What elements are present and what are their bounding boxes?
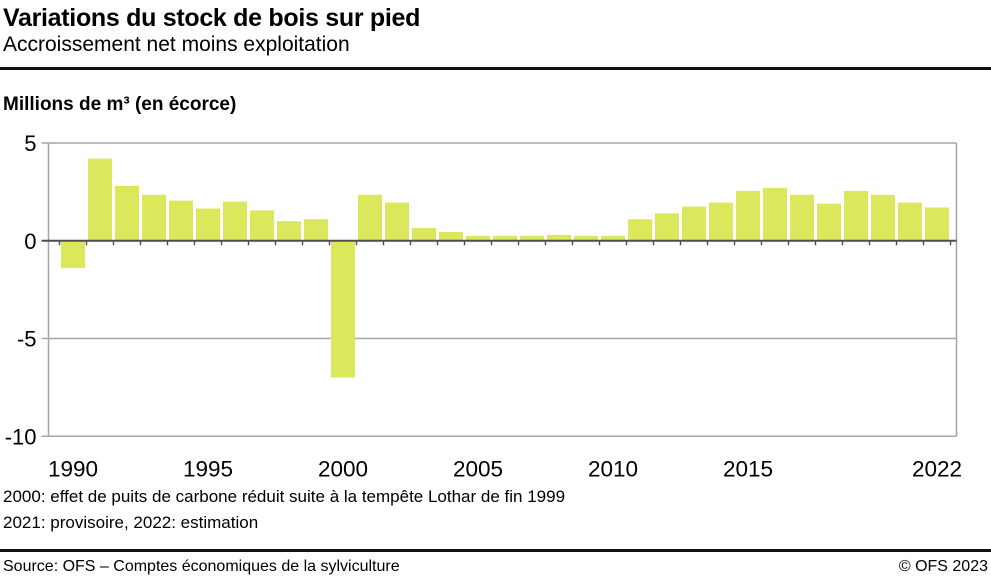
bar-1994 (169, 200, 193, 241)
chart-svg: 5 0 -5 -10 1990 1995 2000 2005 2010 2015 2022 (5, 131, 962, 481)
y-axis-unit-label: Millions de m³ (en écorce) (3, 94, 237, 115)
bar-2003 (412, 228, 436, 241)
bar-1997 (250, 210, 274, 241)
y-tick-label-0: 0 (24, 229, 36, 254)
chart-subtitle: Accroissement net moins exploitation (3, 33, 350, 56)
bar-2019 (844, 190, 868, 241)
bar-2002 (385, 202, 409, 241)
bar-2008 (547, 234, 571, 241)
bar-2021 (898, 202, 922, 241)
footnotes: 2000: effet de puits de carbone réduit s… (3, 484, 565, 536)
divider-bottom (0, 549, 991, 552)
bar-2010 (601, 235, 625, 241)
bar-2018 (817, 203, 841, 241)
y-tick-label-5: 5 (24, 131, 36, 156)
footnote-2021-2022: 2021: provisoire, 2022: estimation (3, 513, 259, 532)
bar-2007 (520, 235, 544, 241)
x-tick-label-2015: 2015 (723, 456, 773, 481)
bar-chart: 5 0 -5 -10 1990 1995 2000 2005 2010 2015 2022 (0, 125, 991, 485)
divider-top (0, 67, 991, 70)
bar-2013 (682, 206, 706, 241)
bar-2000 (331, 240, 355, 378)
bar-2001 (358, 194, 382, 241)
bar-1992 (115, 186, 139, 241)
bar-1991 (88, 158, 112, 241)
y-tick-label--5: -5 (17, 327, 37, 352)
bar-1998 (277, 221, 301, 241)
x-tick-label-2010: 2010 (588, 456, 638, 481)
bar-2016 (763, 187, 787, 241)
bar-1995 (196, 208, 220, 241)
footnote-2000: 2000: effet de puits de carbone réduit s… (3, 487, 566, 506)
y-tick-label--10: -10 (5, 424, 37, 449)
bar-2014 (709, 202, 733, 241)
x-tick-label-2022: 2022 (912, 456, 962, 481)
source-label: Source: OFS – Comptes économiques de la … (3, 558, 400, 575)
bar-1993 (142, 194, 166, 241)
bar-1990 (61, 240, 85, 269)
x-tick-label-1995: 1995 (183, 456, 233, 481)
x-tick-label-1990: 1990 (48, 456, 98, 481)
bar-1999 (304, 219, 328, 241)
bar-2017 (790, 194, 814, 241)
x-tick-label-2000: 2000 (318, 456, 368, 481)
bar-2012 (655, 213, 679, 241)
bar-2020 (871, 194, 895, 241)
bar-2022 (925, 207, 949, 241)
footer: Source: OFS – Comptes économiques de la … (3, 557, 988, 577)
bar-2009 (574, 235, 598, 241)
bar-2005 (466, 235, 490, 241)
bar-2006 (493, 235, 517, 241)
bar-2015 (736, 190, 760, 241)
x-tick-label-2005: 2005 (453, 456, 503, 481)
bar-2011 (628, 219, 652, 241)
bar-2004 (439, 231, 463, 241)
chart-title: Variations du stock de bois sur pied (3, 4, 421, 32)
copyright-label: © OFS 2023 (898, 558, 988, 575)
bar-1996 (223, 201, 247, 241)
